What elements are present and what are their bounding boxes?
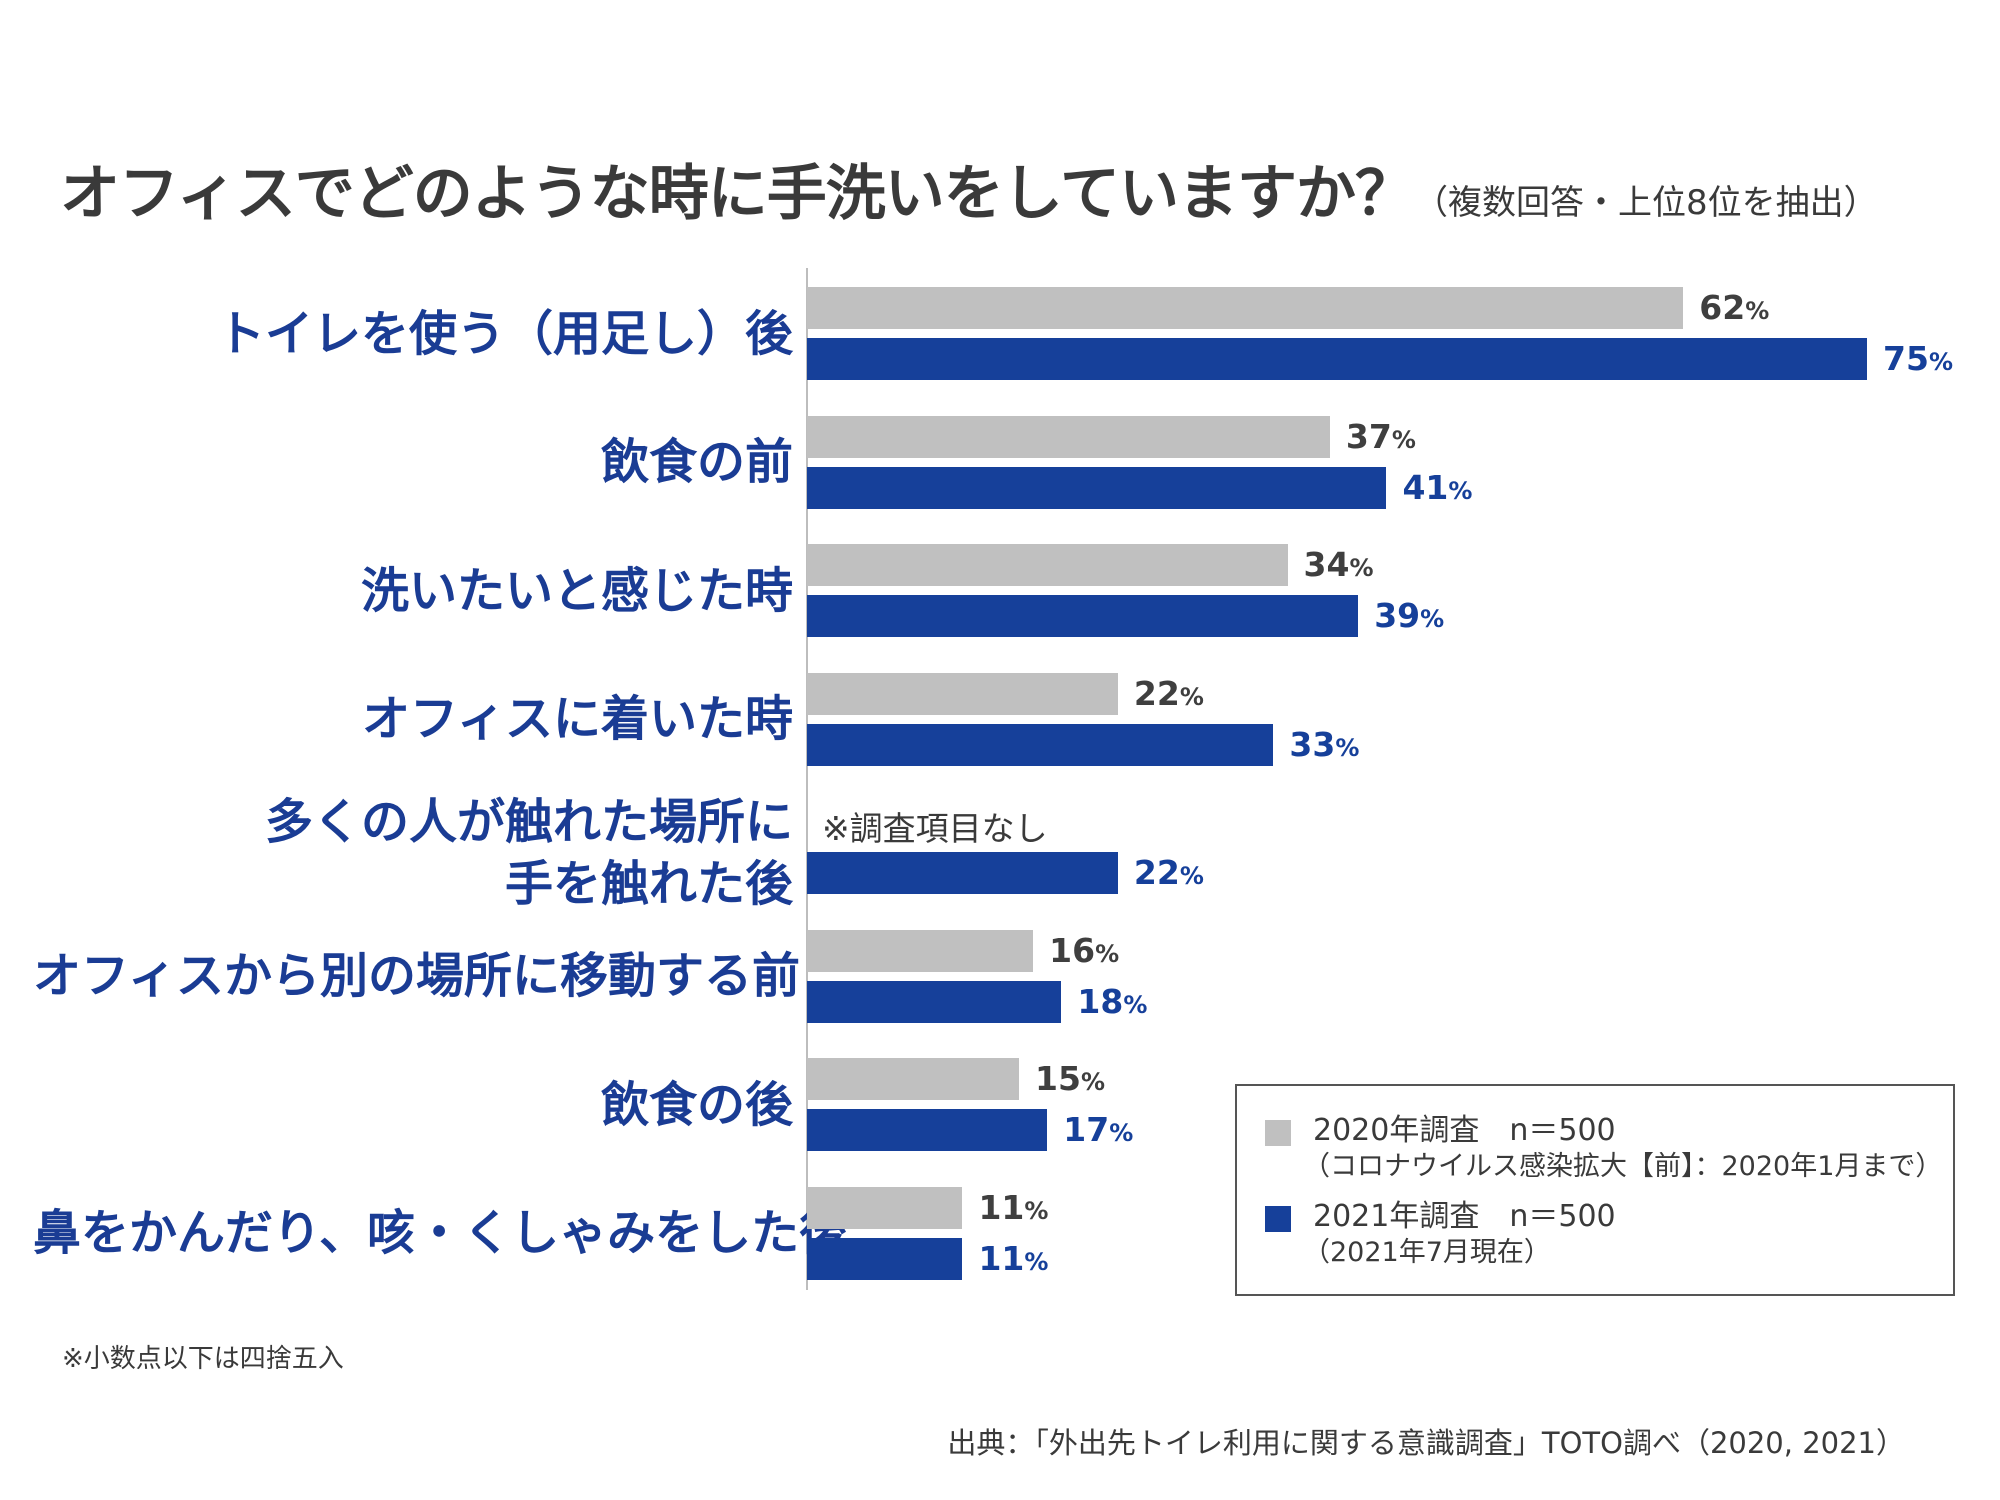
data-label: 34%	[1303, 545, 1374, 584]
bar-2020	[807, 287, 1684, 329]
bar-2021	[807, 1109, 1048, 1151]
legend: 2020年調査 n＝500 （コロナウイルス感染拡大【前】：2020年1月まで）…	[1235, 1084, 1955, 1296]
data-label: 33%	[1289, 724, 1360, 764]
bar-2021	[807, 980, 1062, 1023]
data-label: 18%	[1077, 981, 1148, 1021]
data-label: 22%	[1133, 673, 1204, 713]
data-label: 17%	[1063, 1110, 1134, 1149]
category-label: 鼻をかんだり、咳・くしゃみをした後	[33, 1205, 848, 1261]
data-label: 15%	[1035, 1059, 1105, 1098]
category-label: 飲食の後	[600, 1076, 793, 1133]
data-label: 22%	[1133, 853, 1204, 892]
legend-label-2020: 2020年調査 n＝500	[1313, 1113, 1616, 1148]
chart-title: オフィスでどのような時に手洗いをしていますか？（複数回答・上位8位を抽出）	[60, 145, 1878, 232]
bar-2021	[807, 852, 1118, 894]
category-label: トイレを使う（用足し）後	[216, 305, 793, 362]
chart-title-main: オフィスでどのような時に手洗いをしていますか？	[60, 159, 1415, 229]
category-label: 多くの人が触れた場所に 手を触れた後	[264, 794, 793, 912]
data-label: 11%	[978, 1238, 1049, 1278]
bar-2021	[807, 338, 1867, 380]
data-label: 41%	[1402, 467, 1473, 507]
chart-subtitle: （複数回答・上位8位を抽出）	[1414, 183, 1878, 223]
bar-2020	[807, 1058, 1019, 1100]
data-label: 75%	[1883, 339, 1953, 378]
legend-note-2020: （コロナウイルス感染拡大【前】：2020年1月まで）	[1303, 1151, 1943, 1182]
bar-2020	[807, 1186, 963, 1229]
data-label: 11%	[978, 1187, 1049, 1227]
bar-2020	[807, 929, 1034, 972]
bar-2020	[807, 544, 1288, 586]
not-surveyed-note: ※調査項目なし	[822, 809, 1048, 848]
category-label: 洗いたいと感じた時	[360, 562, 793, 619]
category-label: オフィスに着いた時	[361, 691, 793, 747]
legend-note-2021: （2021年7月現在）	[1303, 1237, 1551, 1268]
category-label: オフィスから別の場所に移動する前	[33, 948, 801, 1004]
legend-swatch-2020	[1265, 1120, 1291, 1146]
bar-2021	[807, 466, 1387, 509]
bar-2020	[807, 415, 1330, 458]
category-axis-line	[806, 268, 808, 1290]
data-label: 16%	[1049, 930, 1120, 970]
bar-2021	[807, 1237, 963, 1280]
data-label: 39%	[1374, 596, 1445, 635]
bar-2020	[807, 672, 1118, 715]
rounding-footnote: ※小数点以下は四捨五入	[62, 1344, 344, 1374]
source-citation: 出典：「外出先トイレ利用に関する意識調査」TOTO調べ（2020, 2021）	[947, 1426, 1905, 1460]
legend-label-2021: 2021年調査 n＝500	[1313, 1199, 1616, 1234]
data-label: 62%	[1699, 288, 1770, 327]
category-label: 飲食の前	[600, 434, 793, 490]
data-label: 37%	[1345, 416, 1416, 456]
legend-swatch-2021	[1265, 1206, 1291, 1232]
bar-2021	[807, 723, 1274, 766]
bar-2021	[807, 595, 1359, 637]
